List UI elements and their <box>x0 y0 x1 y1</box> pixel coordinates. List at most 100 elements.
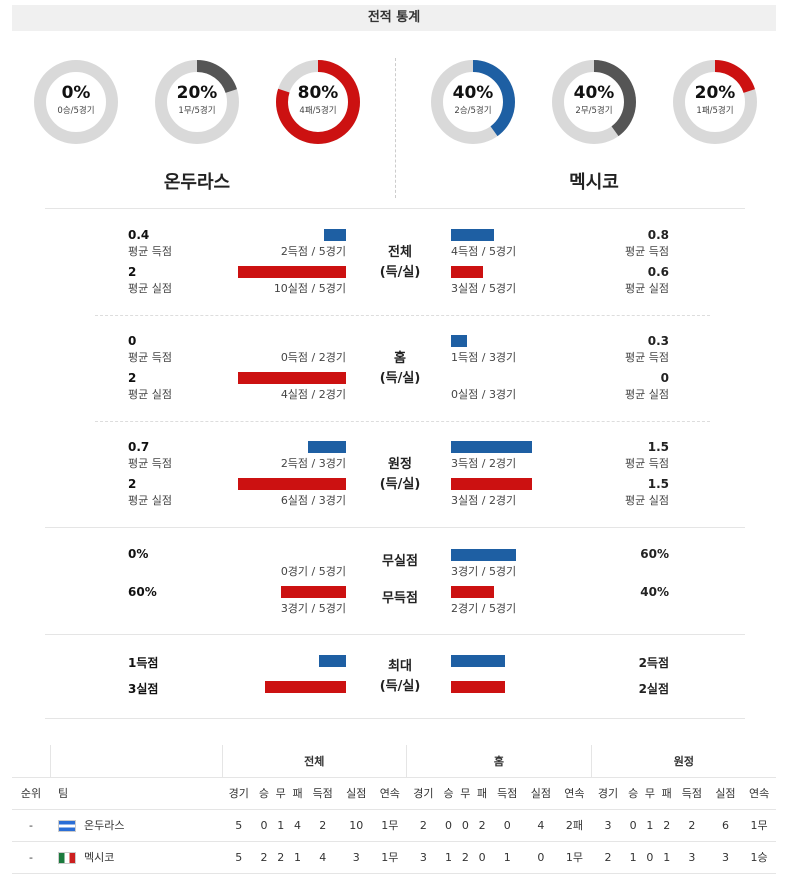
column-header: 승 <box>255 777 273 810</box>
team-name-right[interactable]: 멕시코 <box>569 172 619 193</box>
stat-cell: 2 <box>591 841 625 874</box>
group-total: 전체 <box>222 745 408 778</box>
avg-scored-left-value: 0 <box>128 334 137 348</box>
section-label: 원정 (득/실) <box>360 455 440 495</box>
dashed-divider <box>95 421 710 422</box>
standings-header-row: 순위 팀 경기 승 무 패 득점 실점 연속 경기 승 무 패 득점 실점 연속 경기 승 무 패 득점 실점 연속 <box>12 777 776 810</box>
avg-scored-right-label: 평균 득점 <box>625 245 669 258</box>
stat-cell: 3 <box>675 841 709 874</box>
rank-cell: - <box>12 809 50 842</box>
avg-scored-right-label: 평균 득점 <box>625 351 669 364</box>
column-header: 연속 <box>742 777 776 810</box>
donut-arc <box>431 60 515 144</box>
draw-rate-donut-left: 20% 1무/5경기 <box>154 59 240 145</box>
max-scored-right-bar <box>451 655 505 667</box>
avg-conceded-left-label: 평균 실점 <box>128 388 172 401</box>
stat-cell: 1무 <box>557 841 592 874</box>
scored-left-bar <box>308 441 346 453</box>
team-cell[interactable]: 멕시코 <box>50 841 222 874</box>
scored-right-caption: 1득점 / 3경기 <box>451 351 517 364</box>
stat-cell: 1무 <box>373 809 407 842</box>
loss-rate-donut-right: 20% 1패/5경기 <box>672 59 758 145</box>
conceded-left-bar <box>238 266 346 278</box>
conceded-right-bar <box>451 478 532 490</box>
avg-conceded-left-value: 2 <box>128 371 137 385</box>
column-header: 패 <box>289 777 306 810</box>
standings-group-row: 전체 홈 원정 <box>12 745 776 778</box>
stat-cell: 3 <box>591 809 625 842</box>
avg-conceded-left-label: 평균 실점 <box>128 282 172 295</box>
section-label: 전체 (득/실) <box>360 243 440 283</box>
max-scored-right-value: 2득점 <box>638 656 669 670</box>
stat-cell: 2 <box>473 809 491 842</box>
max-conceded-right-value: 2실점 <box>638 682 669 696</box>
honduras-flag-icon <box>58 820 76 832</box>
section-label-line1: 전체 <box>388 245 412 260</box>
donut-caption: 1무/5경기 <box>178 106 216 116</box>
stat-cell: 1무 <box>373 841 407 874</box>
stat-cell: 2 <box>305 809 340 842</box>
column-header: 패 <box>473 777 491 810</box>
no-score-right-value: 40% <box>640 585 669 599</box>
clean-sheet-label: 무실점 <box>382 554 418 569</box>
conceded-right-bar <box>451 266 483 278</box>
stat-cell: 0 <box>456 809 474 842</box>
max-label-line2: (득/실) <box>379 679 421 694</box>
team-name-left[interactable]: 온두라스 <box>163 172 231 193</box>
stat-cell: 3 <box>708 841 743 874</box>
team-name: 온두라스 <box>84 819 125 832</box>
avg-conceded-right-label: 평균 실점 <box>625 282 669 295</box>
donut-caption: 0승/5경기 <box>57 106 95 116</box>
table-row[interactable]: - 온두라스 5 0 1 4 2 10 1무 2 0 0 2 0 4 2패 3 0 1 2 2 6 1무 <box>12 809 776 842</box>
avg-scored-left-value: 0.4 <box>128 228 150 242</box>
rank-cell: - <box>12 841 50 874</box>
stat-cell: 4 <box>305 841 340 874</box>
donut-arc <box>155 60 239 144</box>
stat-cell: 1 <box>624 841 642 874</box>
donut-arc <box>276 60 360 144</box>
no-score-label: 무득점 <box>382 591 418 606</box>
conceded-left-bar <box>238 372 346 384</box>
scored-left-caption: 2득점 / 5경기 <box>280 245 346 258</box>
avg-scored-left-value: 0.7 <box>128 440 150 454</box>
avg-scored-left-label: 평균 득점 <box>128 245 172 258</box>
clean-sheet-right-value: 60% <box>640 547 669 561</box>
stat-cell: 0 <box>255 809 273 842</box>
divider <box>45 208 745 209</box>
stat-cell: 4 <box>289 809 306 842</box>
stat-cell: 2 <box>675 809 709 842</box>
team-divider <box>395 58 396 198</box>
stat-cell: 2 <box>255 841 273 874</box>
column-header: 득점 <box>490 777 525 810</box>
conceded-left-caption: 4실점 / 2경기 <box>280 388 346 401</box>
stat-cell: 0 <box>440 809 457 842</box>
win-rate-donut-right: 40% 2승/5경기 <box>430 59 516 145</box>
conceded-left-caption: 6실점 / 3경기 <box>280 494 346 507</box>
avg-conceded-right-value: 1.5 <box>647 477 669 491</box>
column-header: 실점 <box>708 777 743 810</box>
donut-caption: 1패/5경기 <box>696 106 734 116</box>
donut-arc <box>552 60 636 144</box>
no-score-left-caption: 3경기 / 5경기 <box>280 602 346 615</box>
avg-scored-left-label: 평균 득점 <box>128 351 172 364</box>
avg-scored-right-value: 1.5 <box>647 440 669 454</box>
avg-scored-right-value: 0.8 <box>647 228 669 242</box>
donut-percent: 40% <box>452 83 494 103</box>
stat-cell: 3 <box>339 841 374 874</box>
donut-caption: 2무/5경기 <box>575 106 613 116</box>
stat-cell: 10 <box>339 809 374 842</box>
column-header: 승 <box>624 777 642 810</box>
scored-right-bar <box>451 229 494 241</box>
donut-track <box>34 60 118 144</box>
no-score-left-bar <box>281 586 346 598</box>
stat-cell: 1승 <box>742 841 776 874</box>
team-name: 멕시코 <box>84 851 115 864</box>
section-label-line1: 홈 <box>394 351 406 366</box>
stat-cell: 1 <box>658 841 676 874</box>
max-conceded-left-bar <box>265 681 346 693</box>
scored-right-caption: 4득점 / 5경기 <box>451 245 517 258</box>
donut-percent: 0% <box>61 83 91 103</box>
stat-cell: 2 <box>406 809 441 842</box>
team-cell[interactable]: 온두라스 <box>50 809 222 842</box>
table-row[interactable]: - 멕시코 5 2 2 1 4 3 1무 3 1 2 0 1 0 1무 2 1 0 1 3 3 1승 <box>12 841 776 874</box>
